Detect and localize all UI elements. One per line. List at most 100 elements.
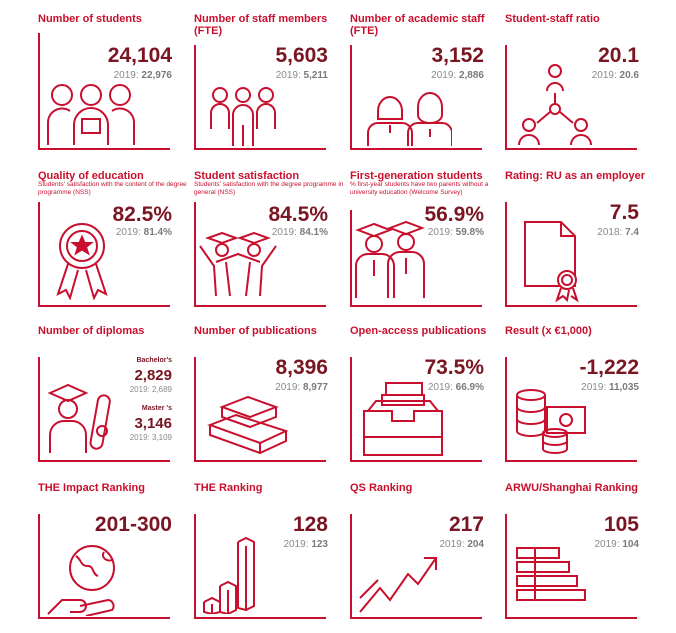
card-rating-employer: Rating: RU as an employer 7.5 2018: 7.4 bbox=[505, 170, 655, 320]
bachelor-previous: 2019: 2,689 bbox=[129, 385, 172, 394]
card-previous: 2019: 20.6 bbox=[591, 70, 639, 81]
card-previous: 2018: 7.4 bbox=[597, 227, 639, 238]
card-frame bbox=[505, 514, 637, 619]
card-previous: 2019: 8,977 bbox=[275, 382, 328, 393]
card-frame bbox=[194, 202, 326, 307]
card-title: First-generation students bbox=[350, 170, 483, 182]
card-previous: 2019: 104 bbox=[594, 539, 640, 550]
card-value: 20.1 bbox=[598, 44, 639, 67]
card-number-of-students: Number of students 24,104 2019: 22,976 bbox=[38, 13, 188, 163]
card-student-staff-ratio: Student-staff ratio 20.1 2019: 20.6 bbox=[505, 13, 655, 163]
card-number-of-staff: Number of staff members (FTE) 5,603 2019… bbox=[194, 13, 344, 163]
card-title: Number of academic staff (FTE) bbox=[350, 13, 485, 37]
card-title: Result (x €1,000) bbox=[505, 325, 592, 337]
card-quality-of-education: Quality of education Students' satisfact… bbox=[38, 170, 188, 320]
card-previous: 2019: 81.4% bbox=[115, 227, 172, 238]
academic-staff-icon bbox=[367, 92, 452, 146]
globe-hand-icon bbox=[47, 545, 115, 616]
card-title: Quality of education bbox=[38, 170, 144, 182]
card-value: 201-300 bbox=[94, 513, 172, 536]
card-value: 128 bbox=[292, 513, 328, 536]
card-title: Number of publications bbox=[194, 325, 317, 337]
card-value: 56.9% bbox=[424, 203, 484, 226]
card-previous: 2019: 123 bbox=[283, 539, 329, 550]
card-arwu-shanghai-ranking: ARWU/Shanghai Ranking 105 2019: 104 bbox=[505, 482, 655, 632]
card-title: Student-staff ratio bbox=[505, 13, 600, 25]
card-frame bbox=[38, 357, 170, 462]
card-number-of-diplomas: Number of diplomas Bachelor's 2,829 2019… bbox=[38, 325, 188, 475]
card-title: Number of staff members (FTE) bbox=[194, 13, 328, 37]
card-previous: 2019: 11,035 bbox=[581, 382, 639, 393]
card-the-impact-ranking: THE Impact Ranking 201-300 bbox=[38, 482, 188, 632]
card-frame bbox=[194, 45, 326, 150]
card-title: Rating: RU as an employer bbox=[505, 170, 645, 182]
card-frame bbox=[38, 514, 170, 619]
card-value: 3,152 bbox=[431, 44, 484, 67]
staff-group-icon bbox=[210, 87, 276, 146]
card-previous: 2019: 204 bbox=[439, 539, 485, 550]
card-open-access-publications: Open-access publications 73.5% 2019: 66.… bbox=[350, 325, 500, 475]
card-title: THE Ranking bbox=[194, 482, 263, 494]
card-frame bbox=[350, 514, 482, 619]
card-frame bbox=[505, 45, 637, 150]
card-value: 5,603 bbox=[275, 44, 328, 67]
master-label: Master 's bbox=[141, 405, 172, 412]
card-the-ranking: THE Ranking 128 2019: 123 bbox=[194, 482, 344, 632]
card-frame bbox=[38, 33, 170, 150]
horizontal-bars-icon bbox=[516, 547, 586, 601]
bachelor-label: Bachelor's bbox=[136, 357, 172, 364]
card-value: 8,396 bbox=[275, 356, 328, 379]
card-student-satisfaction: Student satisfaction Students' satisfact… bbox=[194, 170, 344, 320]
card-previous: 2019: 2,886 bbox=[431, 70, 484, 81]
card-title: ARWU/Shanghai Ranking bbox=[505, 482, 639, 494]
coins-money-icon bbox=[516, 389, 586, 454]
card-value: -1,222 bbox=[579, 356, 639, 379]
certificate-icon bbox=[524, 221, 579, 302]
card-title: Open-access publications bbox=[350, 325, 487, 337]
card-number-of-publications: Number of publications 8,396 2019: 8,977 bbox=[194, 325, 344, 475]
card-subtitle: Students' satisfaction with the degree p… bbox=[194, 181, 344, 196]
bachelor-value: 2,829 bbox=[134, 367, 172, 384]
diploma-graduate-icon bbox=[48, 383, 111, 453]
card-previous: 2019: 84.1% bbox=[271, 227, 328, 238]
card-frame bbox=[38, 202, 170, 307]
master-value: 3,146 bbox=[134, 415, 172, 432]
card-value: 7.5 bbox=[609, 201, 639, 224]
card-title: Number of students bbox=[38, 13, 142, 25]
card-qs-ranking: QS Ranking 217 2019: 204 bbox=[350, 482, 500, 632]
card-frame bbox=[194, 357, 326, 462]
card-frame bbox=[505, 357, 637, 462]
students-group-icon bbox=[46, 84, 136, 145]
card-title: QS Ranking bbox=[350, 482, 413, 494]
card-frame bbox=[194, 514, 326, 619]
card-number-of-academic-staff: Number of academic staff (FTE) 3,152 201… bbox=[350, 13, 500, 163]
card-frame bbox=[350, 210, 482, 307]
ratio-network-icon bbox=[518, 64, 592, 146]
card-previous: 2019: 66.9% bbox=[427, 382, 484, 393]
card-frame bbox=[505, 202, 637, 307]
card-title: THE Impact Ranking bbox=[38, 482, 145, 494]
card-subtitle: % first-year students have two parents w… bbox=[350, 181, 489, 196]
card-subtitle: Students' satisfaction with the content … bbox=[38, 181, 187, 196]
trend-arrow-icon bbox=[359, 557, 437, 613]
card-previous: 2019: 59.8% bbox=[427, 227, 484, 238]
card-frame bbox=[350, 357, 482, 462]
award-rosette-icon bbox=[56, 223, 108, 300]
card-title: Number of diplomas bbox=[38, 325, 145, 337]
card-previous: 2019: 22,976 bbox=[113, 70, 172, 81]
card-first-generation-students: First-generation students % first-year s… bbox=[350, 170, 500, 320]
card-value: 105 bbox=[603, 513, 639, 536]
card-value: 24,104 bbox=[107, 44, 172, 67]
card-value: 84.5% bbox=[268, 203, 328, 226]
graduates-icon bbox=[355, 220, 425, 298]
bar-blocks-icon bbox=[203, 536, 255, 614]
master-previous: 2019: 3,109 bbox=[129, 433, 172, 442]
card-value: 82.5% bbox=[112, 203, 172, 226]
celebrating-graduates-icon bbox=[199, 232, 277, 297]
card-value: 73.5% bbox=[424, 356, 484, 379]
card-frame bbox=[350, 45, 482, 150]
card-result: Result (x €1,000) -1,222 2019: 11,035 bbox=[505, 325, 655, 475]
card-value: 217 bbox=[448, 513, 484, 536]
card-title: Student satisfaction bbox=[194, 170, 300, 182]
books-stack-icon bbox=[207, 395, 288, 455]
